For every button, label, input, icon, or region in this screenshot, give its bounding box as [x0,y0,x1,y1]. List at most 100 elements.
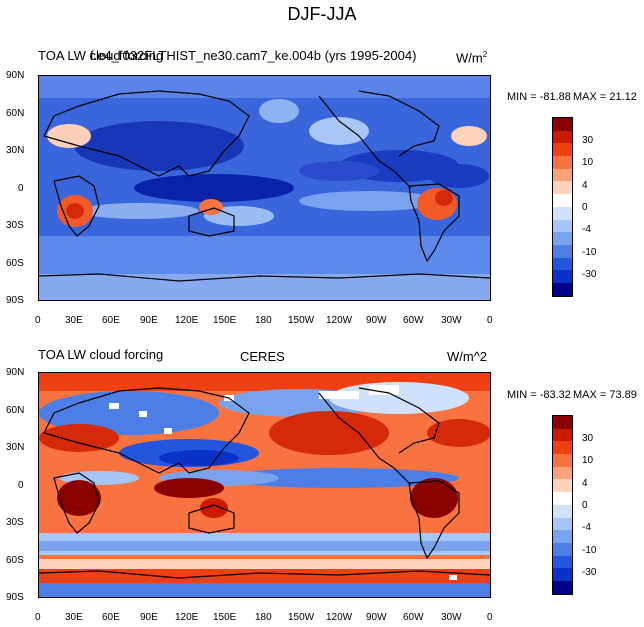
map-field-ceres [39,373,490,597]
figure-title: DJF-JJA [287,4,357,24]
colorbar-tick: 0 [582,500,588,511]
lon-tick: 30E [65,612,83,623]
colorbar-tick: 4 [582,478,588,489]
colorbar-ceres [552,415,573,595]
lat-tick: 0 [18,480,24,491]
cbar-bin [553,270,572,283]
lon-tick: 30W [441,612,462,623]
cbar-bin [553,244,572,258]
lat-tick: 90S [6,295,24,306]
panel-center-label: f.e4_f032FLTHIST_ne30.cam7_ke.004b (yrs … [90,48,417,63]
colorbar-tick: -30 [582,269,597,280]
panel-center-label: CERES [240,349,285,364]
colorbar-tick: 4 [582,180,588,191]
panel-min: MIN = -81.88 [507,91,571,103]
cbar-bin [553,568,572,581]
colorbar-tick: 10 [582,157,594,168]
colorbar-model [552,117,573,297]
lon-tick: 60E [102,612,120,623]
lon-tick: 150E [213,612,237,623]
lon-tick: 0 [487,612,493,623]
lat-tick: 30S [6,220,24,231]
lat-tick: 60S [6,258,24,269]
lon-tick: 30E [65,315,83,326]
lon-tick: 0 [35,315,41,326]
lon-tick: 120W [326,612,353,623]
panel-units: W/m^2 [447,349,488,364]
cbar-bin [553,466,572,480]
lat-tick: 90S [6,592,24,603]
lon-tick: 180 [255,612,272,623]
lon-tick: 30W [441,315,462,326]
lon-tick: 90W [366,612,387,623]
lon-tick: 120E [175,315,199,326]
cbar-bin [553,454,572,467]
cbar-bin [553,257,572,271]
lat-tick: 60N [6,108,25,119]
cbar-bin [553,194,572,207]
panel-units: W/m2 [456,50,487,65]
cbar-bin [553,232,572,245]
lon-tick: 60E [102,315,120,326]
colorbar-tick: -10 [582,247,597,258]
colorbar-tick: -10 [582,545,597,556]
lon-tick: 150W [288,315,315,326]
cbar-bin [553,555,572,569]
cbar-bin [553,504,572,518]
cbar-bin [553,441,572,455]
colorbar-tick: -30 [582,567,597,578]
panel-min: MIN = -83.32 [507,389,571,401]
lon-tick: 60W [403,612,424,623]
cbar-bin [553,416,572,429]
cbar-bin [553,130,572,144]
cbar-bin [553,542,572,556]
colorbar-tick: -4 [582,522,591,533]
lat-tick: 60S [6,555,24,566]
lon-tick: 90E [140,612,158,623]
map-panel-model [38,75,491,301]
lon-tick: 120W [326,315,353,326]
panel-max: MAX = 21.12 [573,91,637,103]
lat-tick: 30N [6,442,25,453]
cbar-bin [553,428,572,442]
panel-left-label: TOA LW cloud forcing [38,347,164,362]
lon-tick: 180 [255,315,272,326]
cbar-bin [553,517,572,531]
lat-tick: 60N [6,405,25,416]
lat-tick: 30N [6,145,25,156]
cbar-bin [553,580,572,594]
cbar-bin [553,118,572,131]
lon-tick: 90E [140,315,158,326]
map-panel-ceres [38,372,491,598]
lat-tick: 90N [6,367,25,378]
cbar-bin [553,492,572,505]
colorbar-tick: 10 [582,455,594,466]
cbar-bin [553,168,572,182]
panel-max: MAX = 73.89 [573,389,637,401]
lat-tick: 30S [6,517,24,528]
lat-tick: 90N [6,70,25,81]
panel-left-label: TOA LW cloud forcing [38,48,164,63]
cbar-bin [553,219,572,233]
cbar-bin [553,181,572,195]
lon-tick: 150W [288,612,315,623]
colorbar-tick: -4 [582,224,591,235]
units-text: W/m [456,50,483,66]
lat-tick: 0 [18,183,24,194]
cbar-bin [553,156,572,169]
colorbar-tick: 0 [582,202,588,213]
cbar-bin [553,143,572,157]
cbar-bin [553,282,572,296]
colorbar-tick: 30 [582,135,594,146]
colorbar-tick: 30 [582,433,594,444]
lon-tick: 0 [487,315,493,326]
lon-tick: 60W [403,315,424,326]
lon-tick: 0 [35,612,41,623]
cbar-bin [553,479,572,493]
cbar-bin [553,206,572,220]
lon-tick: 120E [175,612,199,623]
lon-tick: 90W [366,315,387,326]
units-superscript: 2 [482,50,488,59]
lon-tick: 150E [213,315,237,326]
map-field-model [39,76,490,300]
